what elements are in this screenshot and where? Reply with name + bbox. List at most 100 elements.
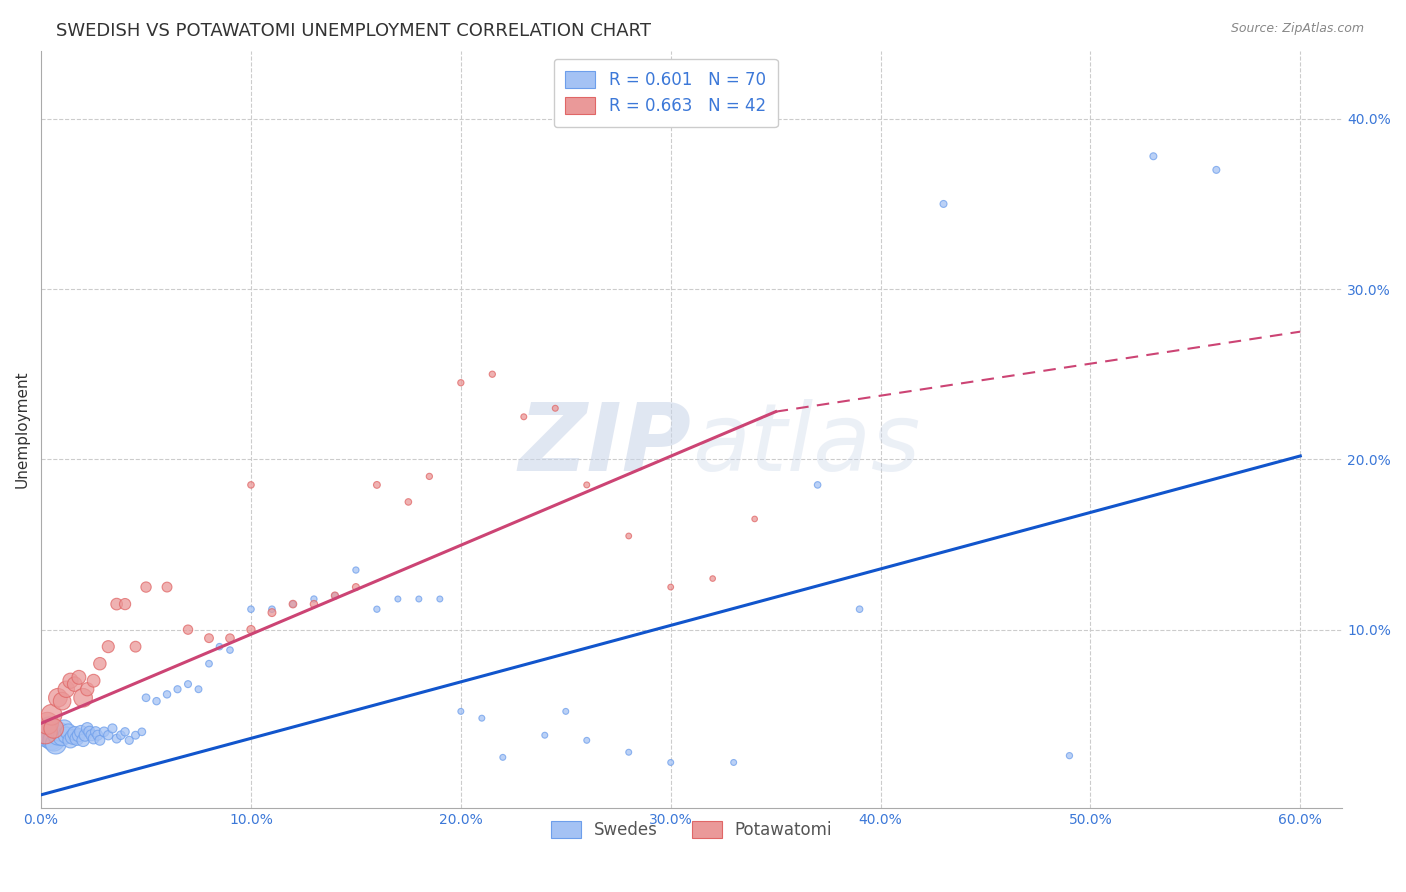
Point: [72, 733, 94, 747]
Point: [63, 677, 86, 691]
Point: [1059, 748, 1081, 763]
Point: [240, 602, 263, 616]
Point: [533, 728, 555, 742]
Point: [34, 724, 56, 739]
Point: [723, 756, 745, 770]
Point: [84, 724, 107, 739]
Point: [198, 657, 221, 671]
Point: [198, 631, 221, 645]
Point: [37, 716, 59, 731]
Point: [83, 673, 105, 688]
Point: [1205, 162, 1227, 177]
Point: [408, 592, 430, 607]
Point: [67, 728, 90, 742]
Point: [513, 409, 536, 424]
Point: [75, 728, 97, 742]
Point: [46, 690, 69, 705]
Point: [38, 722, 60, 736]
Point: [702, 572, 724, 586]
Point: [208, 640, 231, 654]
Point: [302, 592, 325, 607]
Point: [118, 733, 141, 747]
Point: [323, 589, 346, 603]
Point: [59, 673, 82, 688]
Point: [76, 722, 98, 736]
Point: [418, 469, 440, 483]
Point: [323, 589, 346, 603]
Point: [55, 682, 77, 697]
Point: [34, 724, 56, 739]
Point: [471, 711, 494, 725]
Point: [450, 376, 472, 390]
Point: [79, 724, 101, 739]
Point: [396, 495, 419, 509]
Point: [59, 733, 82, 747]
Point: [114, 724, 136, 739]
Point: [177, 677, 200, 691]
Point: [51, 730, 73, 744]
Point: [156, 687, 179, 701]
Point: [42, 733, 65, 747]
Point: [177, 623, 200, 637]
Point: [429, 592, 451, 607]
Point: [366, 602, 388, 616]
Point: [41, 707, 63, 722]
Point: [166, 682, 188, 697]
Point: [544, 401, 567, 416]
Point: [617, 745, 640, 759]
Text: ZIP: ZIP: [519, 399, 692, 491]
Point: [89, 733, 111, 747]
Point: [481, 368, 503, 382]
Point: [67, 670, 90, 684]
Point: [124, 640, 146, 654]
Point: [366, 478, 388, 492]
Point: [114, 597, 136, 611]
Point: [156, 580, 179, 594]
Point: [58, 724, 80, 739]
Point: [344, 580, 367, 594]
Point: [135, 690, 157, 705]
Point: [62, 730, 84, 744]
Point: [450, 705, 472, 719]
Point: [105, 597, 128, 611]
Point: [281, 597, 304, 611]
Point: [101, 722, 124, 736]
Point: [575, 733, 598, 747]
Point: [63, 726, 86, 740]
Point: [51, 694, 73, 708]
Point: [70, 724, 93, 739]
Point: [281, 597, 304, 611]
Point: [93, 724, 115, 739]
Point: [49, 724, 72, 739]
Point: [240, 623, 263, 637]
Point: [37, 728, 59, 742]
Point: [302, 597, 325, 611]
Point: [387, 592, 409, 607]
Point: [219, 643, 242, 657]
Point: [344, 563, 367, 577]
Point: [124, 728, 146, 742]
Point: [46, 728, 69, 742]
Point: [97, 640, 120, 654]
Point: [848, 602, 870, 616]
Point: [260, 606, 283, 620]
Point: [87, 728, 110, 742]
Point: [41, 731, 63, 746]
Point: [659, 580, 682, 594]
Point: [76, 682, 98, 697]
Point: [659, 756, 682, 770]
Point: [72, 690, 94, 705]
Point: [55, 728, 77, 742]
Y-axis label: Unemployment: Unemployment: [15, 371, 30, 489]
Point: [105, 731, 128, 746]
Text: atlas: atlas: [692, 400, 920, 491]
Point: [135, 580, 157, 594]
Point: [617, 529, 640, 543]
Point: [807, 478, 830, 492]
Point: [145, 694, 167, 708]
Point: [1142, 149, 1164, 163]
Point: [744, 512, 766, 526]
Point: [83, 731, 105, 746]
Point: [492, 750, 515, 764]
Point: [45, 737, 67, 751]
